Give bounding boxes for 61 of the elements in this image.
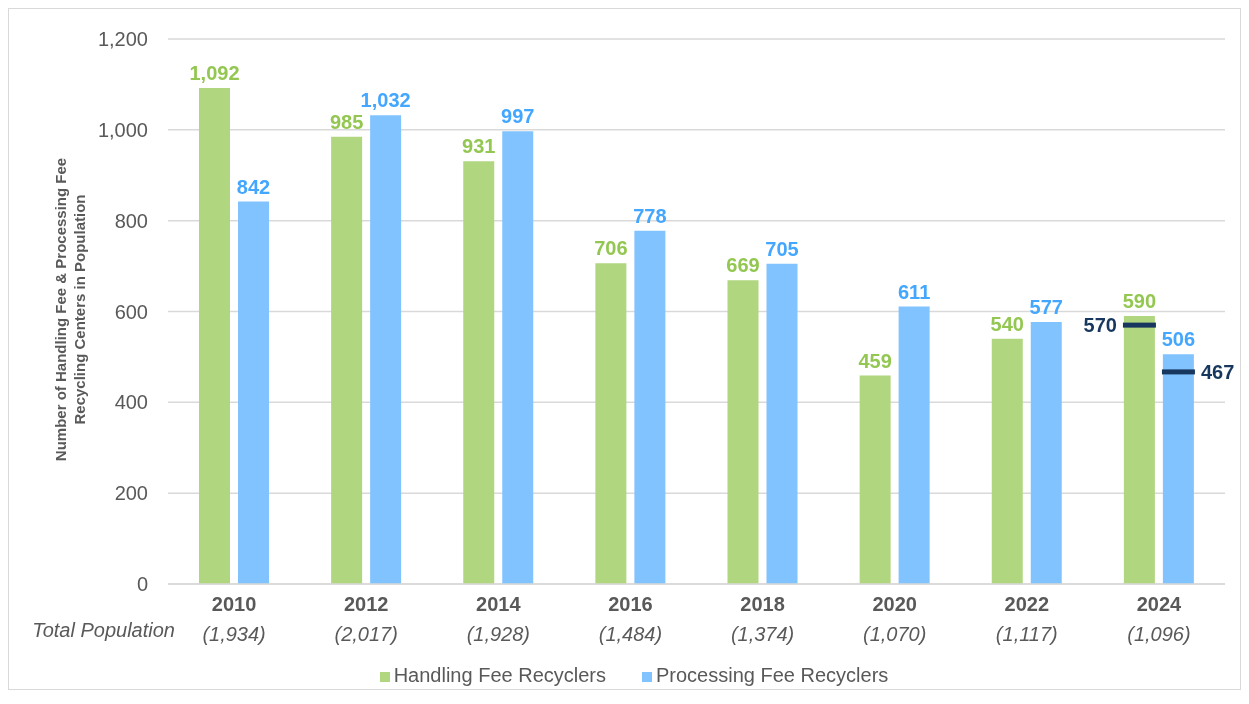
data-label: 985 (329, 110, 364, 133)
x-tick-label: 2020 (872, 593, 917, 615)
bar (859, 375, 891, 584)
x-tick-label: 2012 (343, 593, 389, 615)
data-label: 997 (501, 105, 535, 128)
legend-label: Processing Fee Recyclers (656, 664, 889, 686)
x-tick-label: 2014 (476, 593, 522, 615)
annotation: 570 (1083, 314, 1117, 337)
text: (1,928) (466, 623, 530, 645)
data-label: 842 (236, 175, 271, 198)
bar (898, 306, 930, 584)
bar (766, 263, 798, 584)
y-tick-label: 1,000 (97, 118, 148, 141)
bar (199, 88, 230, 584)
x-tick-label: 2018 (740, 593, 785, 615)
y-tick-label: 800 (114, 209, 148, 232)
y-tick-label: 600 (114, 300, 148, 323)
text: (1,484) (598, 623, 663, 645)
text: (1,934) (202, 623, 266, 645)
data-label: 540 (990, 312, 1024, 335)
bar (238, 201, 269, 584)
x-tick-label: 2016 (608, 593, 653, 615)
data-label: 506 (1161, 328, 1196, 351)
bar (727, 280, 759, 584)
annotation: 467 (1200, 360, 1235, 383)
text: (1,374) (730, 623, 795, 645)
data-label: 459 (858, 349, 892, 372)
text: (2,017) (334, 623, 398, 645)
data-label: 706 (594, 237, 628, 260)
bar (634, 230, 666, 584)
legend-label: Handling Fee Recyclers (393, 664, 606, 686)
bar (331, 136, 363, 584)
data-label: 1,092 (189, 62, 240, 85)
bar (463, 161, 495, 584)
bar (1123, 316, 1155, 584)
data-label: 669 (726, 254, 760, 277)
y-tick-label: 1,200 (97, 28, 148, 51)
data-label: 931 (462, 135, 496, 158)
text: Total Population (32, 619, 175, 641)
text: (1,096) (1127, 623, 1191, 645)
data-label: 577 (1029, 295, 1063, 318)
bar (991, 338, 1023, 584)
data-label: 778 (633, 204, 667, 227)
data-label: 590 (1122, 290, 1157, 313)
data-label: 1,032 (360, 89, 411, 112)
data-label: 705 (765, 237, 799, 260)
bar (370, 115, 402, 584)
x-tick-label: 2022 (1004, 593, 1050, 615)
text: (1,070) (863, 623, 927, 645)
bar (502, 131, 534, 584)
bar (1030, 321, 1062, 584)
bar (595, 263, 627, 584)
x-tick-label: 2024 (1136, 593, 1183, 615)
y-axis-title: Number of Handling Fee & Processing Fee Recycling Centers in Population (51, 157, 88, 462)
text: (1,117) (995, 623, 1058, 645)
bar (1162, 354, 1194, 584)
y-tick-label: 200 (114, 482, 148, 505)
y-tick-label: 400 (114, 391, 148, 414)
data-label: 611 (897, 280, 931, 303)
x-tick-label: 2010 (211, 593, 257, 615)
y-tick-label: 0 (136, 573, 148, 596)
